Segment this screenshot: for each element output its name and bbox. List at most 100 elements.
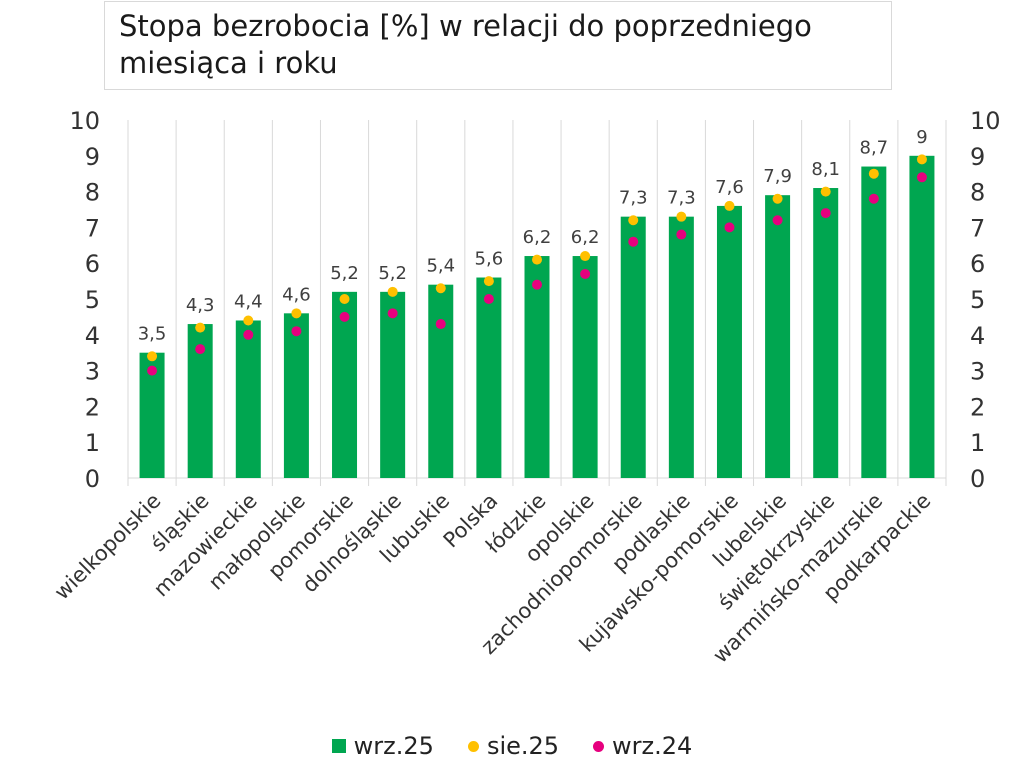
bar [235, 320, 261, 478]
legend-label: wrz.24 [612, 732, 693, 760]
dot-sie25 [435, 283, 446, 294]
dot-sie25 [147, 351, 158, 362]
dot-sie25 [820, 186, 831, 197]
dot-wrz24 [916, 172, 927, 183]
bar [332, 291, 358, 478]
y2-tick-label: 1 [970, 429, 985, 457]
dot-sie25 [580, 251, 591, 262]
dot-wrz24 [676, 229, 687, 240]
y2-tick-label: 7 [970, 214, 985, 242]
bar [428, 284, 454, 478]
y-tick-label: 9 [85, 143, 100, 171]
bar [716, 205, 742, 479]
legend-swatch-dot-yellow [467, 740, 479, 752]
dot-sie25 [532, 254, 542, 265]
legend-item-wrz25: wrz.25 [331, 732, 434, 760]
dot-sie25 [916, 154, 927, 165]
y-tick-label: 1 [85, 429, 100, 457]
y2-tick-label: 5 [970, 286, 985, 314]
bar [813, 188, 839, 478]
data-label: 6,2 [523, 227, 552, 248]
y-tick-label: 8 [85, 179, 100, 207]
bar [572, 256, 598, 478]
data-label: 5,2 [378, 263, 407, 284]
y-tick-label: 2 [85, 393, 100, 421]
legend: wrz.25 sie.25 wrz.24 [0, 728, 1024, 764]
data-label: 4,4 [234, 291, 263, 312]
dot-wrz24 [820, 208, 831, 219]
y2-tick-label: 0 [970, 465, 985, 493]
bar [765, 195, 791, 478]
x-category-label: wielkopolskie [50, 489, 166, 605]
y2-tick-label: 3 [970, 358, 985, 386]
dot-wrz24 [868, 193, 879, 204]
y-axis-ticks: 0 0 1 1 2 2 3 3 4 4 5 5 6 6 7 7 8 8 9 9 10 10 [69, 107, 1000, 493]
data-label: 5,4 [426, 256, 455, 277]
dot-sie25 [628, 215, 639, 226]
legend-swatch-bar [331, 739, 346, 753]
data-label: 5,2 [330, 263, 359, 284]
bar [524, 256, 550, 478]
data-labels: 3,5 4,3 4,4 4,6 5,2 5,2 5,4 5,6 6,2 6,2 7,3 7,3 7,6 7… [138, 127, 928, 345]
bar [620, 216, 646, 478]
data-label: 6,2 [571, 227, 600, 248]
legend-swatch-dot-magenta [593, 740, 605, 752]
y2-tick-label: 4 [970, 322, 985, 350]
dot-sie25 [195, 322, 206, 333]
dot-sie25 [387, 286, 398, 297]
dot-wrz24 [724, 222, 735, 233]
dot-wrz24 [772, 215, 783, 226]
chart-title-box: Stopa bezrobocia [%] w relacji do poprze… [104, 1, 892, 90]
dot-wrz24 [483, 294, 494, 304]
dot-wrz24 [532, 279, 542, 290]
data-label: 7,6 [715, 177, 744, 198]
dot-sie25 [772, 193, 783, 204]
bar [476, 277, 502, 478]
y2-tick-label: 8 [970, 179, 985, 207]
dot-wrz24 [580, 268, 591, 279]
y-tick-label: 4 [85, 322, 100, 350]
y2-tick-label: 2 [970, 393, 985, 421]
legend-label: wrz.25 [353, 732, 434, 760]
dot-sie25 [676, 211, 687, 222]
bar [668, 216, 694, 478]
grid-lines [127, 120, 947, 486]
dot-sie25 [243, 315, 254, 326]
bars [139, 155, 935, 479]
dot-wrz24 [195, 344, 206, 355]
y-tick-label: 10 [69, 107, 100, 135]
dot-wrz24 [628, 236, 639, 247]
data-label: 3,5 [138, 324, 167, 345]
y-tick-label: 6 [85, 250, 100, 278]
dot-sie25 [724, 200, 735, 211]
data-label: 4,3 [186, 295, 215, 316]
dot-wrz24 [387, 308, 398, 319]
chart-canvas: 3,5 4,3 4,4 4,6 5,2 5,2 5,4 5,6 6,2 6,2 7,3 7,3 7,6 7… [50, 107, 1001, 668]
y2-tick-label: 6 [970, 250, 985, 278]
chart-title: Stopa bezrobocia [%] w relacji do poprze… [119, 9, 812, 80]
data-label: 4,6 [282, 284, 311, 305]
y2-tick-label: 10 [970, 107, 1001, 135]
bar [283, 313, 309, 478]
y2-tick-label: 9 [970, 143, 985, 171]
data-label: 7,3 [619, 188, 648, 209]
dot-wrz24 [435, 319, 446, 330]
dot-wrz24 [339, 311, 350, 322]
x-axis-categories: wielkopolskieśląskiemazowieckiemałopolsk… [50, 489, 936, 668]
data-label: 8,1 [811, 159, 840, 180]
dot-wrz24 [147, 365, 158, 376]
data-label: 8,7 [860, 138, 889, 159]
data-label: 7,3 [667, 188, 696, 209]
legend-label: sie.25 [486, 732, 560, 760]
markers [147, 154, 927, 376]
bar [861, 166, 887, 479]
y-tick-label: 3 [85, 358, 100, 386]
dot-wrz24 [291, 326, 302, 337]
y-tick-label: 7 [85, 214, 100, 242]
y-tick-label: 0 [85, 465, 100, 493]
legend-item-sie25: sie.25 [467, 732, 560, 760]
legend-item-wrz24: wrz.24 [593, 732, 692, 760]
bar [380, 291, 406, 478]
dot-sie25 [483, 276, 494, 287]
dot-sie25 [339, 294, 350, 304]
